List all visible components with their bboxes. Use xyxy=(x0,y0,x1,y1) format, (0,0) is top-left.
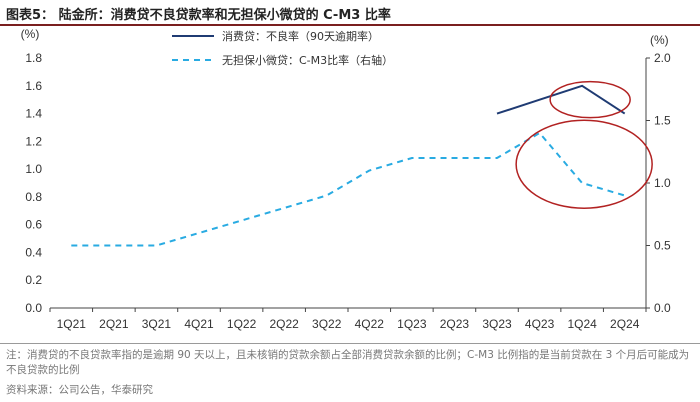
figure-note: 注：消费贷的不良贷款率指的是逾期 90 天以上，且未核销的贷款余额占全部消费贷款… xyxy=(6,349,690,376)
left-y-tick-label: 1.0 xyxy=(25,162,42,176)
left-axis-unit: (%) xyxy=(21,27,40,41)
x-tick-label: 3Q23 xyxy=(482,317,512,331)
right-y-tick-label: 1.0 xyxy=(654,176,671,190)
legend-npl-label: 消费贷：不良率（90天逾期率） xyxy=(222,29,379,43)
x-tick-label: 1Q23 xyxy=(397,317,427,331)
x-tick-label: 1Q22 xyxy=(227,317,257,331)
x-tick-label: 4Q22 xyxy=(355,317,385,331)
left-y-tick-label: 0.6 xyxy=(25,218,42,232)
series-cm3-line xyxy=(71,131,625,247)
x-tick-label: 3Q21 xyxy=(142,317,172,331)
left-y-tick-label: 1.2 xyxy=(25,134,42,148)
right-axis-unit: (%) xyxy=(650,33,669,47)
left-y-tick-label: 1.6 xyxy=(25,79,42,93)
footer-divider xyxy=(0,343,700,344)
right-y-tick-label: 0.5 xyxy=(654,239,671,253)
x-tick-label: 4Q23 xyxy=(525,317,555,331)
x-tick-label: 4Q21 xyxy=(184,317,214,331)
highlight-ellipse-cm3 xyxy=(515,119,653,209)
x-tick-label: 2Q23 xyxy=(440,317,470,331)
x-tick-label: 2Q24 xyxy=(610,317,640,331)
figure-source: 资料来源：公司公告，华泰研究 xyxy=(6,384,153,396)
right-y-tick-label: 2.0 xyxy=(654,51,671,65)
left-y-tick-label: 0.4 xyxy=(25,245,42,259)
left-y-tick-label: 1.8 xyxy=(25,51,42,65)
left-y-tick-label: 0.2 xyxy=(25,273,42,287)
series-npl-line xyxy=(496,84,626,115)
x-tick-label: 1Q24 xyxy=(567,317,597,331)
left-y-tick-label: 0.0 xyxy=(25,301,42,315)
left-y-tick-label: 0.8 xyxy=(25,190,42,204)
chart: 0.0 0.2 0.4 0.6 0.8 1.0 1.2 1.4 1.6 1.8 (%) 0.0 0.5 1… xyxy=(21,27,671,331)
x-tick-label: 2Q21 xyxy=(99,317,129,331)
x-tick-label: 1Q21 xyxy=(57,317,87,331)
right-y-tick-label: 0.0 xyxy=(654,301,671,315)
figure-title: 图表5： 陆金所：消费贷不良贷款率和无担保小微贷的 C-M3 比率 xyxy=(6,8,391,23)
right-y-tick-label: 1.5 xyxy=(654,114,671,128)
x-tick-label: 3Q22 xyxy=(312,317,342,331)
highlight-ellipse-npl xyxy=(549,80,631,119)
title-divider xyxy=(0,24,700,26)
x-tick-label: 2Q22 xyxy=(269,317,299,331)
legend-cm3-label: 无担保小微贷：C-M3比率（右轴） xyxy=(222,53,393,67)
left-y-tick-label: 1.4 xyxy=(25,107,42,121)
